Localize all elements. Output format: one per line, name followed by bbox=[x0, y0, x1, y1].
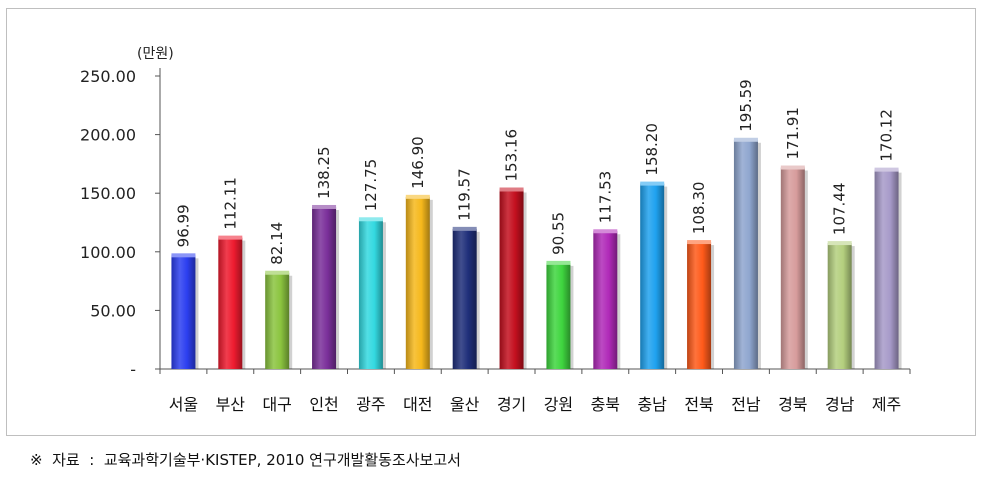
source-note: ※ 자료 : 교육과학기술부·KISTEP, 2010 연구개발활동조사보고서 bbox=[30, 451, 461, 469]
bar-cap bbox=[218, 235, 243, 240]
x-tick-label: 인천 bbox=[309, 395, 338, 414]
value-label: 127.75 bbox=[362, 159, 380, 212]
bar-cap bbox=[593, 229, 618, 234]
y-tick-label: 250.00 bbox=[80, 67, 136, 86]
bar-cap bbox=[733, 137, 758, 142]
value-label: 153.16 bbox=[503, 129, 521, 182]
bar-울산 bbox=[452, 228, 477, 369]
bar-대전 bbox=[405, 196, 430, 369]
x-tick-label: 전북 bbox=[684, 395, 713, 414]
x-tick-label: 경북 bbox=[778, 395, 807, 414]
value-label: 195.59 bbox=[737, 79, 755, 132]
bar-cap bbox=[265, 270, 290, 275]
value-label: 117.53 bbox=[596, 171, 614, 224]
value-label: 108.30 bbox=[690, 182, 708, 235]
y-tick-label: 50.00 bbox=[90, 301, 136, 320]
value-label: 82.14 bbox=[268, 222, 286, 265]
y-axis: - 50.00 100.00 150.00 200.00 250.00 bbox=[80, 67, 161, 379]
value-label: 119.57 bbox=[456, 168, 474, 221]
y-tick-label: 150.00 bbox=[80, 184, 136, 203]
bar-경남 bbox=[827, 243, 852, 369]
x-tick-label: 경남 bbox=[825, 395, 855, 414]
x-tick-label: 대전 bbox=[403, 395, 432, 414]
bar-cap bbox=[405, 194, 430, 199]
bar-강원 bbox=[546, 262, 571, 369]
bar-경북 bbox=[780, 167, 805, 369]
bar-전북 bbox=[687, 242, 712, 369]
x-tick-label: 제주 bbox=[872, 395, 901, 414]
x-tick-label: 강원 bbox=[544, 395, 573, 414]
bar-cap bbox=[780, 165, 805, 170]
x-axis: 서울 부산 대구 인천 광주 대전 울산 경기 강원 충북 충남 전북 전남 경북 경남 제주 bbox=[159, 368, 911, 414]
value-labels: 96.99 112.11 82.14 138.25 127.75 146.90 119.57… bbox=[174, 79, 895, 264]
bar-충북 bbox=[593, 231, 618, 369]
bar-cap bbox=[827, 241, 852, 246]
value-label: 158.20 bbox=[643, 123, 661, 176]
x-tick-label: 경기 bbox=[497, 395, 526, 414]
value-label: 96.99 bbox=[174, 204, 192, 247]
y-tick-label: 200.00 bbox=[80, 126, 136, 145]
bars bbox=[171, 137, 902, 369]
bar-cap bbox=[358, 217, 383, 222]
bar-cap bbox=[452, 226, 477, 231]
y-unit-label: (만원) bbox=[137, 46, 174, 62]
bar-chart: (만원) - 50.00 100.00 150.00 200.00 250.00 서울 부산… bbox=[80, 46, 911, 414]
value-label: 170.12 bbox=[878, 109, 896, 162]
y-tick-label: 100.00 bbox=[80, 243, 136, 262]
bar-cap bbox=[874, 167, 899, 172]
value-label: 90.55 bbox=[549, 212, 567, 255]
x-tick-label: 광주 bbox=[356, 395, 385, 414]
bar-부산 bbox=[218, 237, 243, 369]
value-label: 107.44 bbox=[831, 183, 849, 236]
value-label: 112.11 bbox=[221, 177, 239, 230]
x-tick-label: 대구 bbox=[262, 395, 291, 414]
bar-전남 bbox=[733, 139, 758, 369]
bar-cap bbox=[687, 240, 712, 245]
x-tick-label: 충북 bbox=[591, 395, 620, 414]
x-tick-label: 서울 bbox=[169, 395, 198, 414]
bar-대구 bbox=[265, 272, 290, 369]
value-label: 146.90 bbox=[409, 136, 427, 189]
bar-제주 bbox=[874, 169, 899, 369]
value-label: 171.91 bbox=[784, 107, 802, 160]
bar-cap bbox=[312, 204, 337, 209]
bar-cap bbox=[171, 253, 196, 258]
x-tick-label: 부산 bbox=[216, 395, 246, 414]
bar-cap bbox=[640, 181, 665, 186]
bar-광주 bbox=[358, 219, 383, 369]
x-tick-label: 울산 bbox=[450, 395, 480, 414]
bar-cap bbox=[499, 187, 524, 192]
bar-서울 bbox=[171, 255, 196, 369]
bar-인천 bbox=[312, 206, 337, 369]
value-label: 138.25 bbox=[315, 146, 333, 199]
chart-frame bbox=[6, 8, 976, 436]
x-tick-label: 충남 bbox=[637, 395, 667, 414]
y-tick-label: - bbox=[130, 360, 136, 379]
bar-경기 bbox=[499, 189, 524, 369]
bar-충남 bbox=[640, 183, 665, 369]
bar-cap bbox=[546, 260, 571, 265]
x-tick-label: 전남 bbox=[731, 395, 761, 414]
